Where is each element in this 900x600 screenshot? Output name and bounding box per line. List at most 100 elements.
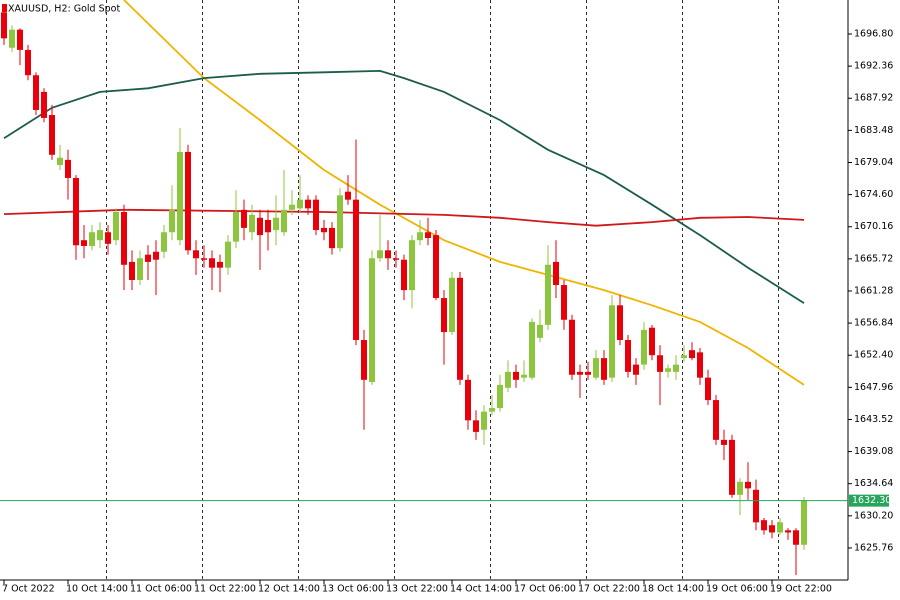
y-tick-label: 1647.96 <box>854 382 893 393</box>
candle-body <box>321 227 327 233</box>
candle-body <box>345 191 351 200</box>
candle-body <box>281 209 287 233</box>
candle-body <box>49 115 55 155</box>
y-tick-label: 1634.64 <box>854 478 893 489</box>
x-tick-label: 11 Oct 06:00 <box>130 584 192 595</box>
candle-body <box>201 258 207 260</box>
candle-body <box>217 261 223 268</box>
candle-body <box>385 250 391 259</box>
candle-body <box>633 364 639 375</box>
y-tick-label: 1661.28 <box>854 285 893 296</box>
candle-body <box>593 358 599 378</box>
candle-body <box>329 227 335 249</box>
candle-body <box>681 355 687 359</box>
candle-body <box>25 49 31 76</box>
candle-body <box>721 439 727 445</box>
candle-body <box>185 151 191 251</box>
y-tick-label: 1630.20 <box>854 510 893 521</box>
candle-body <box>609 305 615 378</box>
candle-body <box>745 481 751 489</box>
candle-body <box>1 12 7 39</box>
candle-body <box>585 371 591 375</box>
moving-average <box>3 208 805 227</box>
y-tick-label: 1665.72 <box>854 253 893 264</box>
candle-body <box>409 240 415 291</box>
candle-body <box>353 199 359 341</box>
candle-body <box>209 258 215 268</box>
candle-body <box>561 285 567 320</box>
candle-body <box>377 250 383 259</box>
candle-body <box>505 371 511 388</box>
candle-body <box>737 481 743 495</box>
candle-body <box>137 258 143 280</box>
candle-body <box>97 230 103 241</box>
plot-area <box>1 0 807 580</box>
candle-body <box>785 530 791 533</box>
candle-body <box>649 327 655 356</box>
x-tick-label: 17 Oct 22:00 <box>578 584 640 595</box>
candle-body <box>729 439 735 495</box>
candle-body <box>249 214 255 233</box>
candle-body <box>665 368 671 372</box>
candle-body <box>481 411 487 430</box>
candle-body <box>177 151 183 241</box>
y-tick-label: 1674.60 <box>854 189 893 200</box>
candle-body <box>297 199 303 209</box>
x-tick-label: 14 Oct 14:00 <box>450 584 512 595</box>
candle-body <box>401 259 407 291</box>
candle-body <box>793 530 799 545</box>
y-tick-label: 1625.76 <box>854 542 893 553</box>
x-tick-label: 19 Oct 22:00 <box>770 584 832 595</box>
candle-body <box>73 177 79 246</box>
candle-body <box>761 520 767 531</box>
bid-label-box <box>849 494 889 507</box>
candle-body <box>121 211 127 265</box>
candle-body <box>473 420 479 432</box>
y-tick-label: 1683.48 <box>854 125 893 136</box>
x-tick-label: 17 Oct 06:00 <box>514 584 576 595</box>
candle-body <box>673 364 679 372</box>
candle-body <box>105 232 111 244</box>
candle-body <box>161 232 167 252</box>
candle-body <box>417 232 423 241</box>
candle-body <box>337 195 343 249</box>
candle-body <box>697 352 703 378</box>
y-tick-label: 1643.52 <box>854 414 893 425</box>
x-tick-label: 10 Oct 14:00 <box>66 584 128 595</box>
candle-body <box>145 254 151 262</box>
bid-label: 1632.30 <box>852 495 891 506</box>
x-tick-label: 13 Oct 22:00 <box>386 584 448 595</box>
candle-body <box>801 500 807 545</box>
candle-body <box>193 250 199 259</box>
candle-body <box>265 219 271 233</box>
candle-body <box>393 258 399 260</box>
candle-body <box>289 204 295 210</box>
x-tick-label: 7 Oct 2022 <box>2 584 55 595</box>
candle-body <box>113 211 119 241</box>
candle-body <box>537 324 543 338</box>
candle-body <box>777 522 783 533</box>
candle-body <box>657 355 663 372</box>
candle-body <box>529 321 535 378</box>
x-tick-label: 13 Oct 06:00 <box>322 584 384 595</box>
candle-body <box>489 408 495 412</box>
candle-body <box>753 489 759 523</box>
candle-body <box>241 209 247 228</box>
candle-body <box>89 232 95 246</box>
x-tick-label: 11 Oct 22:00 <box>194 584 256 595</box>
candle-body <box>449 277 455 333</box>
candle-body <box>57 157 63 165</box>
y-tick-label: 1687.92 <box>854 93 893 104</box>
candle-body <box>553 261 559 286</box>
candle-body <box>273 217 279 231</box>
candle-body <box>169 209 175 233</box>
candle-body <box>257 217 263 236</box>
moving-average <box>3 69 805 304</box>
candle-body <box>601 358 607 380</box>
y-tick-label: 1670.16 <box>854 221 893 232</box>
candle-body <box>513 371 519 380</box>
y-tick-label: 1652.40 <box>854 350 893 361</box>
symbol-icon <box>2 4 7 12</box>
candle-body <box>625 340 631 372</box>
